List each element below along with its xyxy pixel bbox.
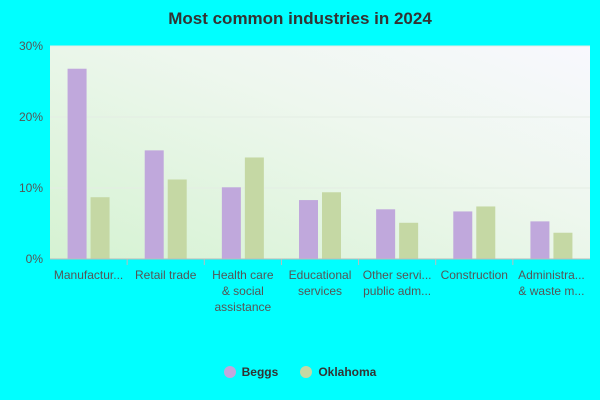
legend-swatch-beggs (223, 366, 236, 378)
bar-oklahoma-0[interactable] (90, 197, 110, 259)
x-tick-label: & social (222, 284, 264, 298)
chart-title: Most common industries in 2024 (168, 9, 432, 28)
bar-beggs-1[interactable] (144, 150, 164, 259)
x-tick-label: services (298, 284, 342, 298)
legend-item-beggs: Beggs (223, 365, 279, 379)
bar-oklahoma-5[interactable] (476, 206, 496, 259)
x-tick-label: public adm... (363, 284, 431, 298)
x-tick-label: Educational (289, 268, 352, 282)
bar-oklahoma-2[interactable] (244, 157, 264, 259)
legend: Beggs Oklahoma (0, 365, 600, 379)
bar-oklahoma-4[interactable] (399, 222, 419, 259)
bar-oklahoma-1[interactable] (167, 179, 187, 259)
bar-beggs-4[interactable] (376, 209, 396, 259)
y-tick-label: 20% (19, 110, 43, 124)
y-tick-label: 30% (19, 39, 43, 53)
bar-beggs-2[interactable] (221, 187, 241, 259)
bar-beggs-5[interactable] (453, 211, 473, 259)
x-tick-label: Other servi... (363, 268, 432, 282)
legend-swatch-oklahoma (300, 366, 313, 378)
x-tick-label: Manufactur... (54, 268, 123, 282)
legend-item-oklahoma: Oklahoma (300, 365, 376, 379)
x-tick-label: Administra... (518, 268, 585, 282)
plot-area (50, 46, 590, 259)
y-tick-label: 10% (19, 181, 43, 195)
legend-label-oklahoma: Oklahoma (318, 365, 377, 379)
x-tick-label: & waste m... (518, 284, 584, 298)
x-tick-label: assistance (215, 300, 272, 314)
bar-beggs-6[interactable] (530, 221, 550, 259)
bar-beggs-3[interactable] (299, 200, 318, 259)
y-tick-label: 0% (26, 252, 44, 266)
bar-oklahoma-6[interactable] (553, 232, 573, 259)
x-tick-label: Health care (212, 268, 274, 282)
legend-label-beggs: Beggs (241, 365, 279, 379)
bar-beggs-0[interactable] (67, 68, 87, 259)
x-tick-label: Construction (441, 268, 508, 282)
bar-oklahoma-3[interactable] (322, 192, 341, 259)
x-tick-label: Retail trade (135, 268, 197, 282)
